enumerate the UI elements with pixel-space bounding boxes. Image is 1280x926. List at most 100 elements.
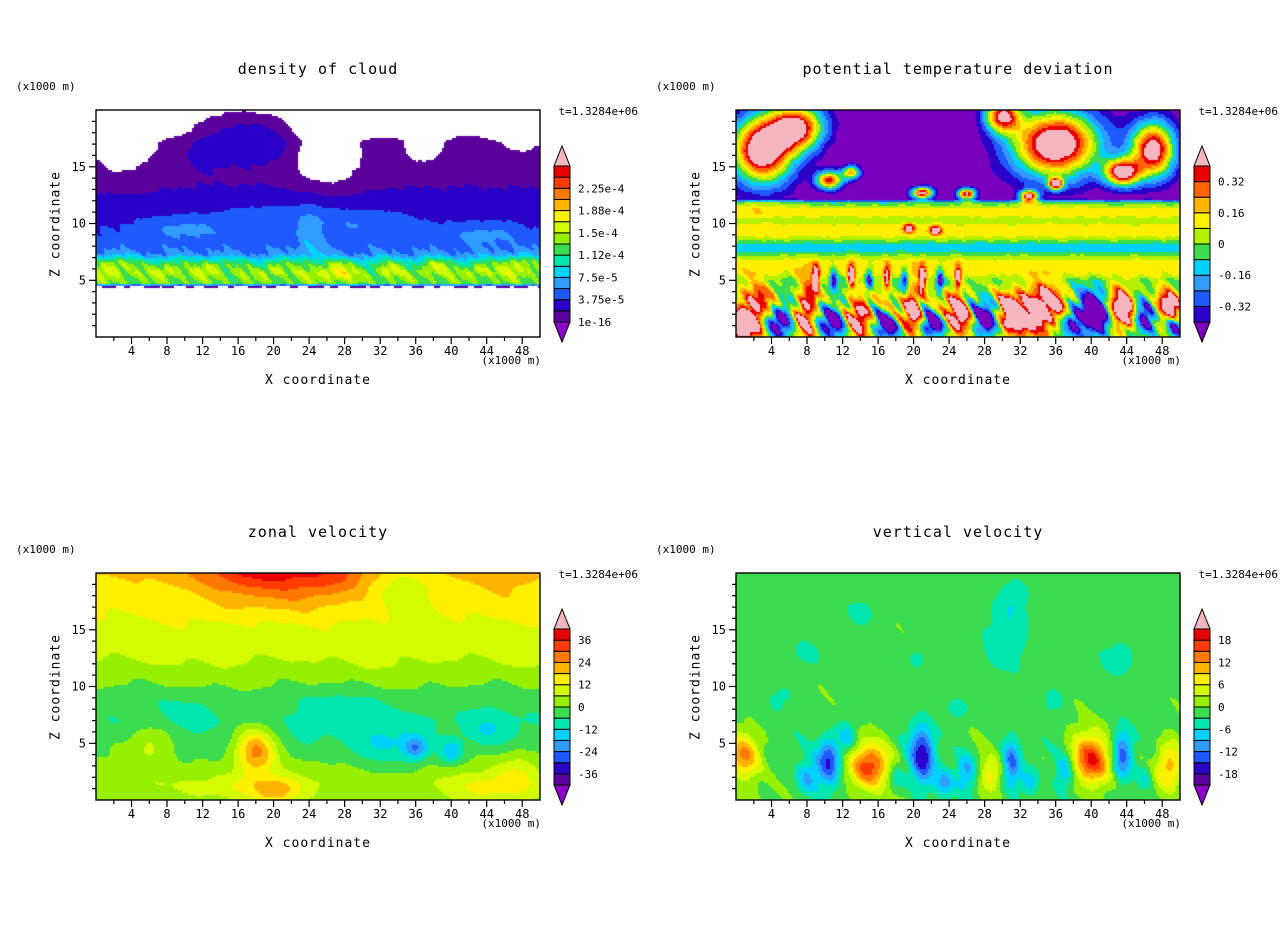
x-axis-unit-label: (x1000 m) [1121,354,1181,367]
plot-title: density of cloud [237,60,399,78]
svg-text:15: 15 [72,623,86,637]
y-axis-unit-label: (x1000 m) [16,80,76,93]
x-axis-label: X coordinate [905,836,1011,851]
svg-text:28: 28 [977,807,991,821]
svg-text:4: 4 [768,807,775,821]
colorbar: 2.25e-4 1.88e-4 1.5e-4 1.12e-4 7.5e-5 3.75e-5… [553,144,625,344]
time-label: t=1.3284e+06 [1198,568,1278,581]
svg-text:2.25e-4: 2.25e-4 [578,182,625,195]
svg-text:12: 12 [835,807,849,821]
svg-text:24: 24 [578,656,592,669]
time-label: t=1.3284e+06 [558,105,638,118]
svg-text:5: 5 [79,736,86,750]
svg-text:24: 24 [942,807,956,821]
svg-text:12: 12 [578,679,591,692]
contour-field-canvas [736,573,1180,800]
svg-text:40: 40 [444,807,458,821]
svg-text:-12: -12 [1218,746,1238,759]
svg-text:4: 4 [768,344,775,358]
svg-text:4: 4 [128,344,135,358]
svg-text:1e-16: 1e-16 [578,316,611,329]
time-label: t=1.3284e+06 [558,568,638,581]
y-axis-unit-label: (x1000 m) [16,543,76,556]
svg-text:0: 0 [1218,701,1225,714]
svg-text:40: 40 [444,344,458,358]
svg-text:5: 5 [719,736,726,750]
svg-text:28: 28 [977,344,991,358]
svg-text:-0.16: -0.16 [1218,269,1251,282]
svg-text:16: 16 [231,807,245,821]
svg-text:7.5e-5: 7.5e-5 [578,271,618,284]
x-axis-unit-label: (x1000 m) [481,817,541,830]
svg-text:-6: -6 [1218,723,1231,736]
svg-text:16: 16 [231,344,245,358]
svg-text:-36: -36 [578,768,598,781]
svg-text:20: 20 [266,344,280,358]
colorbar: 36 24 12 0 -12 -24 -36 [553,607,598,807]
svg-text:32: 32 [1013,344,1027,358]
svg-text:36: 36 [408,344,422,358]
svg-text:8: 8 [803,344,810,358]
y-axis-unit-label: (x1000 m) [656,80,716,93]
y-axis-label: Z coordinate [48,634,64,740]
svg-text:4: 4 [128,807,135,821]
svg-text:8: 8 [163,344,170,358]
svg-text:12: 12 [195,344,209,358]
svg-text:15: 15 [712,623,726,637]
x-axis-label: X coordinate [265,373,371,388]
svg-text:24: 24 [302,344,316,358]
svg-text:40: 40 [1084,807,1098,821]
svg-text:0: 0 [1218,238,1225,251]
panel-density-of-cloud: (x1000 m) density of cloud t=1.3284e+06 … [0,0,640,463]
contour-field-canvas [96,110,540,337]
time-label: t=1.3284e+06 [1198,105,1278,118]
svg-text:3.75e-5: 3.75e-5 [578,294,624,307]
svg-text:36: 36 [1048,344,1062,358]
contour-field-canvas [736,110,1180,337]
x-axis-unit-label: (x1000 m) [1121,817,1181,830]
panel-potential-temperature-deviation: (x1000 m) potential temperature deviatio… [640,0,1280,463]
svg-text:32: 32 [373,344,387,358]
y-axis-label: Z coordinate [688,171,704,277]
svg-text:6: 6 [1218,679,1225,692]
x-axis-label: X coordinate [265,836,371,851]
plot-title: potential temperature deviation [802,60,1114,78]
svg-text:20: 20 [266,807,280,821]
svg-text:10: 10 [72,680,86,694]
svg-text:24: 24 [942,344,956,358]
svg-text:20: 20 [906,344,920,358]
svg-text:5: 5 [719,273,726,287]
svg-text:24: 24 [302,807,316,821]
plot-title: vertical velocity [872,523,1044,541]
y-axis-unit-label: (x1000 m) [656,543,716,556]
svg-text:40: 40 [1084,344,1098,358]
svg-text:10: 10 [712,217,726,231]
svg-text:0: 0 [578,701,585,714]
svg-text:8: 8 [803,807,810,821]
svg-text:36: 36 [578,634,591,647]
colorbar: 18 12 6 0 -6 -12 -18 [1193,607,1238,807]
svg-text:28: 28 [337,344,351,358]
svg-text:1.88e-4: 1.88e-4 [578,205,625,218]
svg-text:18: 18 [1218,634,1231,647]
panel-vertical-velocity: (x1000 m) vertical velocity t=1.3284e+06… [640,463,1280,926]
panel-zonal-velocity: (x1000 m) zonal velocity t=1.3284e+06 Z … [0,463,640,926]
svg-text:16: 16 [871,807,885,821]
svg-text:10: 10 [712,680,726,694]
y-axis-label: Z coordinate [688,634,704,740]
svg-text:20: 20 [906,807,920,821]
svg-text:0.16: 0.16 [1218,207,1245,220]
svg-text:5: 5 [79,273,86,287]
svg-text:15: 15 [712,160,726,174]
svg-text:36: 36 [408,807,422,821]
svg-text:10: 10 [72,217,86,231]
svg-text:-12: -12 [578,723,598,736]
y-axis-label: Z coordinate [48,171,64,277]
svg-text:8: 8 [163,807,170,821]
svg-text:12: 12 [1218,656,1231,669]
svg-text:28: 28 [337,807,351,821]
svg-text:-0.32: -0.32 [1218,300,1251,313]
svg-text:12: 12 [835,344,849,358]
svg-text:16: 16 [871,344,885,358]
svg-text:36: 36 [1048,807,1062,821]
